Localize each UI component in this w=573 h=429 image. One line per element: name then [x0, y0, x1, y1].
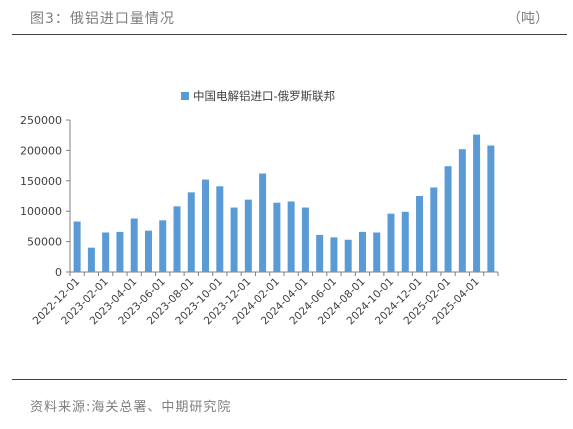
bar [401, 211, 409, 272]
source-note: 资料来源:海关总署、中期研究院 [30, 400, 232, 415]
bar [173, 206, 181, 272]
bar [116, 231, 124, 272]
y-tick-label: 200000 [20, 144, 62, 157]
bars [73, 134, 495, 272]
y-tick-label: 0 [55, 266, 62, 279]
unit-label: （吨） [507, 11, 549, 27]
bar [316, 234, 324, 272]
y-axis: 0 50000 100000 150000 200000 250000 [20, 114, 71, 279]
y-tick-label: 150000 [20, 175, 62, 188]
bar [330, 237, 338, 272]
bar [187, 192, 195, 272]
bar [144, 230, 152, 272]
bar [387, 213, 395, 272]
bar [244, 199, 252, 272]
bar [159, 220, 167, 272]
bar [130, 218, 138, 272]
bar [458, 149, 466, 272]
bar [87, 247, 95, 272]
bar [473, 134, 481, 272]
bar [287, 201, 295, 272]
bar [430, 187, 438, 272]
bar [444, 166, 452, 272]
bar [273, 202, 281, 272]
bar [373, 232, 381, 272]
bar [102, 232, 110, 272]
bar [259, 173, 267, 272]
bar [344, 239, 352, 272]
y-tick-label: 250000 [20, 114, 62, 127]
bar [416, 196, 424, 272]
bar [230, 207, 238, 272]
chart-legend: 中国电解铝进口-俄罗斯联邦 [181, 89, 335, 103]
y-tick-label: 100000 [20, 205, 62, 218]
bar [73, 221, 81, 272]
bar [487, 145, 495, 272]
legend-label: 中国电解铝进口-俄罗斯联邦 [193, 89, 335, 103]
top-divider [12, 34, 567, 35]
bottom-divider [12, 379, 567, 380]
bar [301, 207, 309, 272]
y-tick-label: 50000 [27, 236, 62, 249]
bar [216, 186, 224, 272]
x-axis: 2022-12-012023-02-012023-04-012023-06-01… [31, 271, 499, 327]
figure-title: 图3：俄铝进口量情况 [30, 11, 175, 27]
bar [202, 179, 210, 272]
legend-swatch [181, 92, 189, 100]
bar [358, 231, 366, 272]
